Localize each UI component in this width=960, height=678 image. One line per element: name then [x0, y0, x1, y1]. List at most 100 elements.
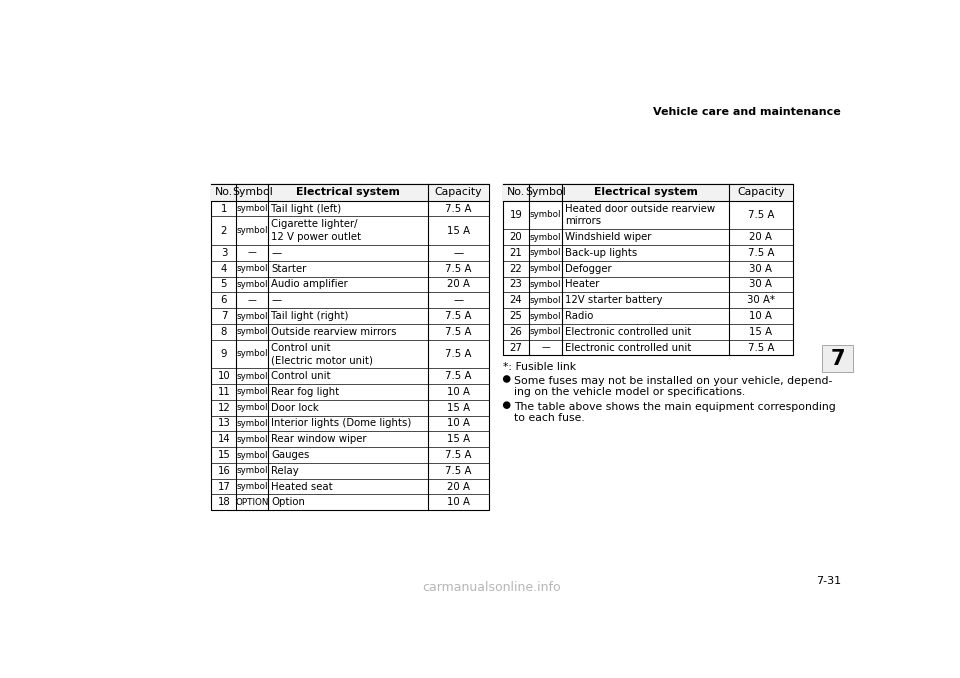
Text: symbol: symbol — [236, 419, 268, 428]
Text: No.: No. — [507, 187, 525, 197]
Text: Symbol: Symbol — [232, 187, 273, 197]
Text: 2: 2 — [221, 226, 228, 236]
Text: Gauges: Gauges — [272, 450, 310, 460]
Text: Capacity: Capacity — [435, 187, 482, 197]
Text: symbol: symbol — [530, 311, 562, 321]
Text: 14: 14 — [218, 434, 230, 444]
Text: The table above shows the main equipment corresponding: The table above shows the main equipment… — [514, 401, 835, 412]
Text: —: — — [248, 296, 256, 304]
Text: 7: 7 — [830, 348, 845, 369]
Text: symbol: symbol — [236, 482, 268, 491]
Text: 5: 5 — [221, 279, 228, 290]
Text: 7.5 A: 7.5 A — [748, 210, 774, 220]
Text: Heated door outside rearview
mirrors: Heated door outside rearview mirrors — [565, 203, 715, 226]
Text: symbol: symbol — [236, 349, 268, 359]
Text: Electronic controlled unit: Electronic controlled unit — [565, 342, 692, 353]
Text: symbol: symbol — [530, 327, 562, 336]
Text: 20 A: 20 A — [447, 481, 469, 492]
Text: 7.5 A: 7.5 A — [445, 203, 471, 214]
Text: Heater: Heater — [565, 279, 600, 290]
Bar — [211, 184, 489, 511]
Text: symbol: symbol — [236, 226, 268, 235]
Bar — [503, 184, 793, 201]
Text: —: — — [272, 248, 281, 258]
Text: 10 A: 10 A — [447, 498, 469, 507]
Text: Cigarette lighter/
12 V power outlet: Cigarette lighter/ 12 V power outlet — [272, 220, 362, 242]
Text: Electronic controlled unit: Electronic controlled unit — [565, 327, 692, 337]
Text: 7.5 A: 7.5 A — [748, 248, 774, 258]
Text: 6: 6 — [221, 295, 228, 305]
Bar — [503, 184, 793, 355]
Text: 24: 24 — [510, 295, 522, 305]
Text: carmanualsonline.info: carmanualsonline.info — [422, 581, 562, 594]
Text: —: — — [453, 295, 464, 305]
Text: Rear fog light: Rear fog light — [272, 387, 340, 397]
Text: symbol: symbol — [530, 210, 562, 220]
Text: 23: 23 — [510, 279, 522, 290]
Text: OPTION: OPTION — [236, 498, 269, 507]
Text: symbol: symbol — [236, 264, 268, 273]
Text: Audio amplifier: Audio amplifier — [272, 279, 348, 290]
Text: Control unit
(Electric motor unit): Control unit (Electric motor unit) — [272, 342, 373, 365]
Text: 15 A: 15 A — [447, 403, 469, 413]
Text: 7.5 A: 7.5 A — [748, 342, 774, 353]
Text: 10 A: 10 A — [447, 418, 469, 428]
Text: Option: Option — [272, 498, 305, 507]
Bar — [822, 344, 853, 372]
Text: 9: 9 — [221, 349, 228, 359]
Text: Relay: Relay — [272, 466, 300, 476]
Circle shape — [504, 376, 510, 382]
Text: 7: 7 — [221, 311, 228, 321]
Text: symbol: symbol — [236, 327, 268, 336]
Text: 15 A: 15 A — [447, 226, 469, 236]
Text: 1: 1 — [221, 203, 228, 214]
Text: symbol: symbol — [530, 264, 562, 273]
Text: Control unit: Control unit — [272, 371, 331, 381]
Text: 12V starter battery: 12V starter battery — [565, 295, 662, 305]
Text: Radio: Radio — [565, 311, 593, 321]
Text: 16: 16 — [218, 466, 230, 476]
Text: ing on the vehicle model or specifications.: ing on the vehicle model or specificatio… — [514, 387, 745, 397]
Text: Interior lights (Dome lights): Interior lights (Dome lights) — [272, 418, 412, 428]
Text: 19: 19 — [510, 210, 522, 220]
Text: Symbol: Symbol — [525, 187, 566, 197]
Text: 15 A: 15 A — [750, 327, 772, 337]
Text: 7-31: 7-31 — [816, 576, 841, 586]
Text: Capacity: Capacity — [737, 187, 784, 197]
Text: symbol: symbol — [530, 280, 562, 289]
Text: 7.5 A: 7.5 A — [445, 466, 471, 476]
Text: Windshield wiper: Windshield wiper — [565, 232, 652, 242]
Text: symbol: symbol — [236, 204, 268, 213]
Text: symbol: symbol — [530, 296, 562, 304]
Text: 7.5 A: 7.5 A — [445, 450, 471, 460]
Text: Rear window wiper: Rear window wiper — [272, 434, 367, 444]
Circle shape — [504, 402, 510, 408]
Text: Some fuses may not be installed on your vehicle, depend-: Some fuses may not be installed on your … — [514, 376, 832, 386]
Text: 7.5 A: 7.5 A — [445, 327, 471, 337]
Text: 22: 22 — [510, 264, 522, 274]
Text: Heated seat: Heated seat — [272, 481, 333, 492]
Text: 13: 13 — [218, 418, 230, 428]
Text: —: — — [541, 343, 550, 352]
Text: —: — — [272, 295, 281, 305]
Text: symbol: symbol — [236, 403, 268, 412]
Text: symbol: symbol — [236, 466, 268, 475]
Text: Electrical system: Electrical system — [296, 187, 400, 197]
Text: symbol: symbol — [530, 248, 562, 258]
Text: 27: 27 — [510, 342, 522, 353]
Text: 7.5 A: 7.5 A — [445, 264, 471, 274]
Text: *: Fusible link: *: Fusible link — [503, 363, 576, 372]
Text: 30 A*: 30 A* — [747, 295, 775, 305]
Text: 7.5 A: 7.5 A — [445, 349, 471, 359]
Text: Defogger: Defogger — [565, 264, 612, 274]
Text: Tail light (right): Tail light (right) — [272, 311, 348, 321]
Text: No.: No. — [215, 187, 233, 197]
Text: 10 A: 10 A — [750, 311, 772, 321]
Text: 20 A: 20 A — [447, 279, 469, 290]
Text: Door lock: Door lock — [272, 403, 319, 413]
Text: symbol: symbol — [236, 311, 268, 321]
Text: 18: 18 — [218, 498, 230, 507]
Text: 15: 15 — [218, 450, 230, 460]
Text: symbol: symbol — [236, 435, 268, 443]
Text: Back-up lights: Back-up lights — [565, 248, 637, 258]
